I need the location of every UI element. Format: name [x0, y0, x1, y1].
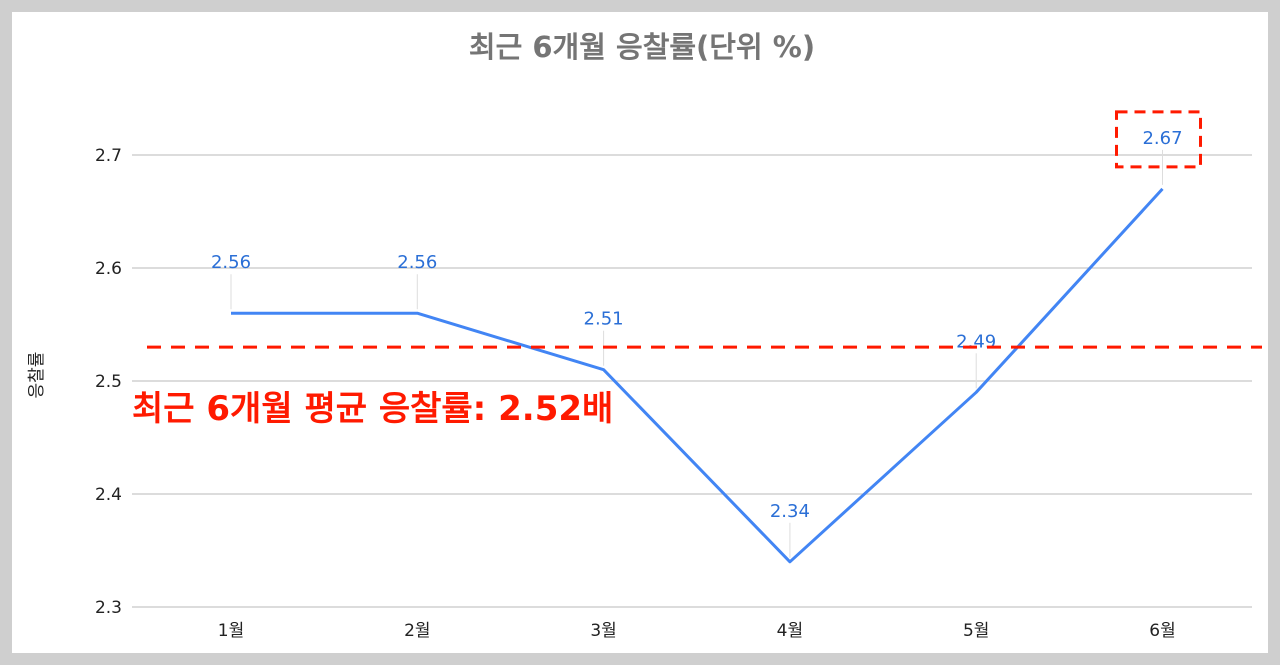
y-tick-label: 2.5 [95, 372, 122, 392]
x-tick-label: 2월 [404, 621, 430, 641]
y-ticks: 2.3 2.4 2.5 2.6 2.7 [95, 146, 122, 618]
annotation-layer: 최근 6개월 평균 응찰률: 2.52배 [132, 110, 1262, 429]
data-label: 2.56 [211, 252, 251, 273]
y-tick-label: 2.3 [95, 598, 122, 618]
x-ticks: 1월 2월 3월 4월 5월 6월 [218, 621, 1176, 641]
highlight-box [1115, 110, 1202, 169]
y-tick-label: 2.7 [95, 146, 122, 166]
data-label: 2.34 [770, 501, 810, 522]
label-leaders [230, 149, 1163, 558]
data-labels: 2.56 2.56 2.51 2.34 2.49 2.67 [211, 128, 1183, 522]
x-tick-label: 5월 [963, 621, 989, 641]
data-label: 2.67 [1142, 128, 1182, 149]
x-tick-label: 4월 [777, 621, 803, 641]
y-tick-label: 2.4 [95, 485, 122, 505]
average-annotation: 최근 6개월 평균 응찰률: 2.52배 [132, 389, 613, 429]
series-line [231, 187, 1164, 564]
y-tick-label: 2.6 [95, 259, 122, 279]
data-label: 2.56 [397, 252, 437, 273]
x-tick-label: 1월 [218, 621, 244, 641]
grid-lines [132, 154, 1252, 608]
x-tick-label: 3월 [590, 621, 616, 641]
y-axis-label: 응찰률 [27, 352, 47, 399]
line-chart: 최근 6개월 응찰률(단위 %) 응찰률 2.3 2.4 2.5 2.6 2.7 1월 2… [27, 30, 1262, 641]
chart-title: 최근 6개월 응찰률(단위 %) [469, 30, 815, 64]
data-label: 2.49 [956, 331, 996, 352]
data-label: 2.51 [584, 309, 624, 330]
chart-frame: 최근 6개월 응찰률(단위 %) 응찰률 2.3 2.4 2.5 2.6 2.7 1월 2… [12, 12, 1268, 653]
x-tick-label: 6월 [1149, 621, 1175, 641]
series-line-group [231, 187, 1164, 564]
